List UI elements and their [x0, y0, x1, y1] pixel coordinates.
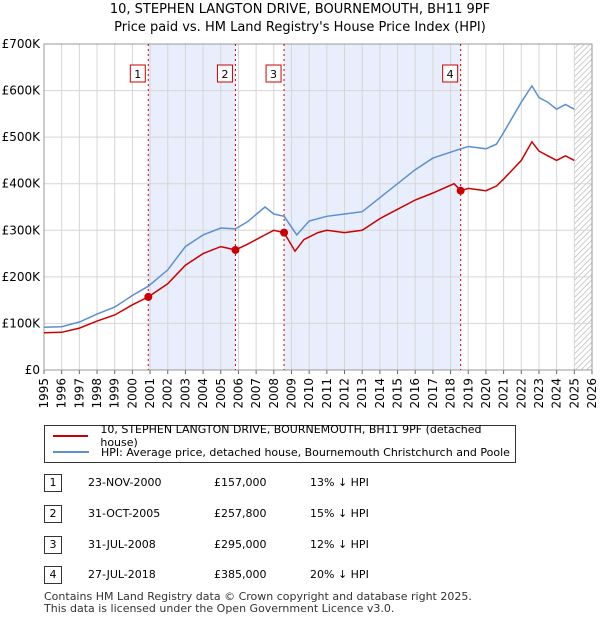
- x-tick-label: 2004: [196, 378, 210, 409]
- transaction-price: £385,000: [214, 568, 267, 581]
- x-tick-label: 2018: [444, 378, 458, 409]
- x-tick-label: 2025: [567, 378, 581, 409]
- x-tick-label: 2015: [391, 378, 405, 409]
- transaction-row: 1 23-NOV-2000 £157,000 13% ↓ HPI: [0, 474, 600, 494]
- legend-label-hpi: HPI: Average price, detached house, Bour…: [101, 445, 510, 459]
- sale-marker-badge: [265, 64, 282, 83]
- sale-marker-label: 2: [221, 68, 228, 81]
- x-tick-label: 2012: [338, 378, 352, 409]
- x-tick-label: 1995: [37, 378, 51, 409]
- x-tick-label: 2023: [532, 378, 546, 409]
- shaded-period: [148, 44, 236, 370]
- sale-marker-badge: [129, 64, 146, 83]
- transaction-row: 2 31-OCT-2005 £257,800 15% ↓ HPI: [0, 505, 600, 525]
- y-tick-label: £500K: [2, 130, 42, 144]
- x-tick-label: 2011: [320, 378, 334, 409]
- x-tick-label: 1996: [55, 378, 69, 409]
- y-tick-label: £200K: [2, 270, 42, 284]
- transaction-hpi: 20% ↓ HPI: [310, 568, 369, 581]
- legend-swatch-hpi: [53, 451, 89, 453]
- x-tick-label: 1998: [90, 378, 104, 409]
- transaction-row: 4 27-JUL-2018 £385,000 20% ↓ HPI: [0, 566, 600, 586]
- legend-item-property: 10, STEPHEN LANGTON DRIVE, BOURNEMOUTH, …: [53, 423, 515, 449]
- sale-point: [231, 245, 240, 254]
- x-tick-label: 2021: [497, 378, 511, 409]
- x-tick-label: 2024: [550, 378, 564, 409]
- x-tick-label: 2000: [125, 378, 139, 409]
- y-tick-label: £600K: [2, 84, 42, 98]
- transaction-date: 31-OCT-2005: [88, 507, 161, 520]
- x-tick-label: 2013: [355, 378, 369, 409]
- transaction-number: 4: [44, 566, 62, 584]
- transaction-date: 27-JUL-2018: [88, 568, 156, 581]
- forecast-hatch: [574, 44, 592, 370]
- x-tick-label: 2003: [178, 378, 192, 409]
- x-tick-label: 2020: [479, 378, 493, 409]
- transaction-hpi: 15% ↓ HPI: [310, 507, 369, 520]
- sale-marker-badge: [216, 64, 233, 83]
- sale-marker-label: 1: [134, 68, 141, 81]
- transaction-row: 3 31-JUL-2008 £295,000 12% ↓ HPI: [0, 536, 600, 556]
- transaction-date: 23-NOV-2000: [88, 476, 162, 489]
- transaction-date: 31-JUL-2008: [88, 538, 156, 551]
- x-tick-label: 2019: [461, 378, 475, 409]
- transaction-number: 3: [44, 536, 62, 554]
- transaction-hpi: 13% ↓ HPI: [310, 476, 369, 489]
- y-tick-label: £0: [25, 363, 40, 377]
- x-tick-label: 2009: [284, 378, 298, 409]
- x-tick-label: 2007: [249, 378, 263, 409]
- x-tick-label: 1999: [108, 378, 122, 409]
- sale-point: [456, 186, 465, 195]
- x-tick-label: 2016: [408, 378, 422, 409]
- plot-border: [43, 43, 593, 371]
- x-tick-label: 2017: [426, 378, 440, 409]
- sale-point: [144, 292, 153, 301]
- sale-marker-label: 4: [447, 68, 454, 81]
- chart-subtitle: Price paid vs. HM Land Registry's House …: [114, 20, 486, 35]
- legend: 10, STEPHEN LANGTON DRIVE, BOURNEMOUTH, …: [44, 423, 516, 463]
- footer-licence: This data is licensed under the Open Gov…: [44, 602, 395, 615]
- hpi-line: [43, 84, 575, 328]
- transaction-price: £295,000: [214, 538, 267, 551]
- price-chart: £0 £100K £200K £300K £400K £500K £600K £700K 199…: [2, 37, 599, 409]
- y-tick-label: £400K: [2, 177, 42, 191]
- x-tick-label: 2001: [143, 378, 157, 409]
- x-tick-label: 2002: [161, 378, 175, 409]
- x-tick-label: 2010: [302, 378, 316, 409]
- transaction-number: 2: [44, 505, 62, 523]
- chart-title: 10, STEPHEN LANGTON DRIVE, BOURNEMOUTH, …: [109, 2, 491, 17]
- x-tick-label: 2008: [267, 378, 281, 409]
- x-tick-label: 2026: [585, 378, 599, 409]
- transaction-hpi: 12% ↓ HPI: [310, 538, 369, 551]
- x-tick-label: 2022: [514, 378, 528, 409]
- sale-marker-label: 3: [270, 68, 277, 81]
- property-price-line: [43, 140, 575, 334]
- legend-swatch-property: [53, 435, 89, 437]
- x-tick-label: 2006: [231, 378, 245, 409]
- transaction-price: £157,000: [214, 476, 267, 489]
- sale-marker-badge: [442, 64, 459, 83]
- x-tick-label: 1997: [72, 378, 86, 409]
- x-tick-label: 2005: [214, 378, 228, 409]
- y-tick-label: £300K: [2, 223, 42, 237]
- shaded-period: [284, 44, 461, 370]
- sale-point: [280, 228, 289, 237]
- y-tick-label: £700K: [2, 37, 42, 51]
- footer-copyright: Contains HM Land Registry data © Crown c…: [44, 590, 472, 603]
- x-tick-label: 2014: [373, 378, 387, 409]
- legend-label-property: 10, STEPHEN LANGTON DRIVE, BOURNEMOUTH, …: [100, 423, 482, 449]
- transaction-number: 1: [44, 474, 62, 492]
- y-tick-label: £100K: [2, 316, 42, 330]
- legend-item-hpi: HPI: Average price, detached house, Bour…: [53, 444, 510, 460]
- transaction-price: £257,800: [214, 507, 267, 520]
